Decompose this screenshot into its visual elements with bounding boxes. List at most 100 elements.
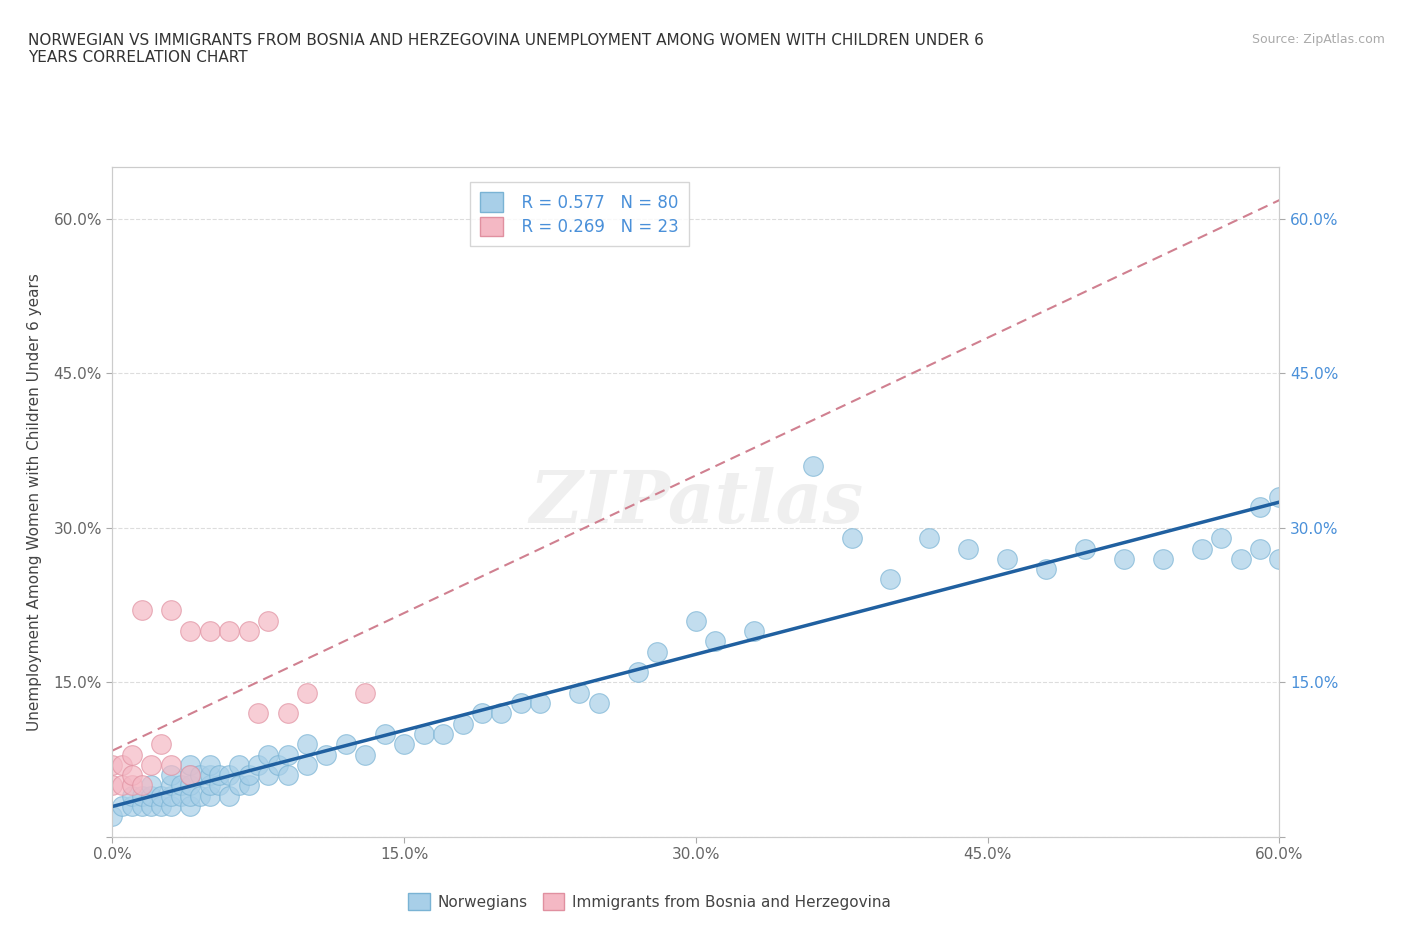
Point bbox=[121, 789, 143, 804]
Point bbox=[150, 737, 173, 751]
Point bbox=[918, 531, 941, 546]
Point bbox=[101, 809, 124, 824]
Point bbox=[208, 768, 231, 783]
Point bbox=[247, 706, 270, 721]
Point bbox=[1074, 541, 1097, 556]
Point bbox=[179, 623, 201, 638]
Point bbox=[491, 706, 513, 721]
Point bbox=[160, 778, 183, 793]
Point bbox=[179, 789, 201, 804]
Point bbox=[179, 768, 201, 783]
Point bbox=[141, 789, 163, 804]
Point bbox=[1229, 551, 1251, 566]
Point bbox=[121, 768, 143, 783]
Point bbox=[150, 789, 173, 804]
Text: ZIPatlas: ZIPatlas bbox=[529, 467, 863, 538]
Point bbox=[160, 789, 183, 804]
Point bbox=[218, 789, 240, 804]
Point bbox=[451, 716, 474, 731]
Point bbox=[295, 757, 318, 772]
Point bbox=[1268, 551, 1291, 566]
Point bbox=[160, 757, 183, 772]
Point bbox=[529, 696, 551, 711]
Point bbox=[1191, 541, 1213, 556]
Point bbox=[276, 747, 298, 762]
Text: Source: ZipAtlas.com: Source: ZipAtlas.com bbox=[1251, 33, 1385, 46]
Point bbox=[374, 726, 396, 741]
Point bbox=[131, 603, 153, 618]
Point bbox=[218, 768, 240, 783]
Point bbox=[1268, 489, 1291, 504]
Point bbox=[432, 726, 454, 741]
Point bbox=[188, 789, 211, 804]
Point bbox=[198, 768, 221, 783]
Point bbox=[645, 644, 668, 659]
Point bbox=[315, 747, 337, 762]
Point bbox=[568, 685, 591, 700]
Point bbox=[141, 757, 163, 772]
Point bbox=[1152, 551, 1174, 566]
Point bbox=[101, 778, 124, 793]
Point bbox=[179, 757, 201, 772]
Point bbox=[160, 799, 183, 814]
Point bbox=[150, 799, 173, 814]
Point bbox=[742, 623, 765, 638]
Point bbox=[141, 799, 163, 814]
Point bbox=[295, 685, 318, 700]
Point bbox=[218, 623, 240, 638]
Point bbox=[198, 623, 221, 638]
Point bbox=[208, 778, 231, 793]
Point bbox=[704, 634, 727, 649]
Point bbox=[238, 623, 260, 638]
Point bbox=[169, 789, 191, 804]
Point bbox=[179, 778, 201, 793]
Point bbox=[995, 551, 1018, 566]
Point bbox=[160, 603, 183, 618]
Point bbox=[276, 768, 298, 783]
Point bbox=[1249, 541, 1271, 556]
Point bbox=[276, 706, 298, 721]
Point bbox=[841, 531, 863, 546]
Point bbox=[257, 747, 280, 762]
Point bbox=[1249, 500, 1271, 515]
Point bbox=[801, 458, 824, 473]
Point bbox=[295, 737, 318, 751]
Point bbox=[267, 757, 290, 772]
Point bbox=[101, 757, 124, 772]
Point bbox=[169, 778, 191, 793]
Point bbox=[257, 613, 280, 628]
Point bbox=[111, 778, 134, 793]
Point bbox=[228, 778, 250, 793]
Point bbox=[111, 757, 134, 772]
Point bbox=[131, 789, 153, 804]
Legend: Norwegians, Immigrants from Bosnia and Herzegovina: Norwegians, Immigrants from Bosnia and H… bbox=[402, 886, 897, 916]
Point bbox=[1112, 551, 1135, 566]
Point bbox=[160, 768, 183, 783]
Y-axis label: Unemployment Among Women with Children Under 6 years: Unemployment Among Women with Children U… bbox=[28, 273, 42, 731]
Point bbox=[238, 768, 260, 783]
Point bbox=[111, 799, 134, 814]
Text: NORWEGIAN VS IMMIGRANTS FROM BOSNIA AND HERZEGOVINA UNEMPLOYMENT AMONG WOMEN WIT: NORWEGIAN VS IMMIGRANTS FROM BOSNIA AND … bbox=[28, 33, 984, 65]
Point bbox=[121, 778, 143, 793]
Point bbox=[228, 757, 250, 772]
Point bbox=[131, 799, 153, 814]
Point bbox=[247, 757, 270, 772]
Point bbox=[1035, 562, 1057, 577]
Point bbox=[879, 572, 901, 587]
Point bbox=[131, 778, 153, 793]
Point bbox=[188, 768, 211, 783]
Point bbox=[198, 789, 221, 804]
Point bbox=[257, 768, 280, 783]
Point bbox=[198, 757, 221, 772]
Point bbox=[179, 768, 201, 783]
Point bbox=[471, 706, 494, 721]
Point bbox=[238, 778, 260, 793]
Point bbox=[121, 799, 143, 814]
Point bbox=[141, 778, 163, 793]
Point bbox=[179, 799, 201, 814]
Point bbox=[354, 685, 377, 700]
Point bbox=[627, 665, 650, 680]
Point bbox=[392, 737, 416, 751]
Point bbox=[685, 613, 707, 628]
Point bbox=[412, 726, 434, 741]
